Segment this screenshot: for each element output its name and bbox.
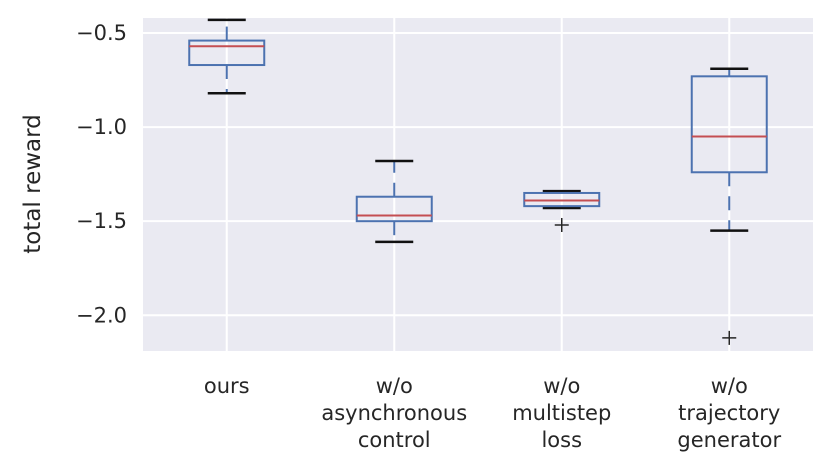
y-tick-label: −0.5 <box>76 21 127 45</box>
y-tick-labels: −0.5 −1.0 −1.5 −2.0 <box>76 21 127 327</box>
x-category-labels: ours w/o asynchronous control w/o multistep lo… <box>204 374 782 452</box>
x-category-label: w/o <box>711 374 748 398</box>
x-category-label: ours <box>204 374 250 398</box>
y-axis-label: total reward <box>20 114 46 254</box>
x-category-label: asynchronous <box>321 401 467 425</box>
box-group <box>355 159 433 244</box>
x-category-label: w/o <box>543 374 580 398</box>
outlier-marker <box>722 330 737 345</box>
x-category-label: w/o <box>376 374 413 398</box>
box-group <box>690 67 768 345</box>
box-group <box>188 18 266 95</box>
iqr-box <box>355 195 433 223</box>
x-category-label: multistep <box>512 401 611 425</box>
y-tick-label: −2.0 <box>76 303 127 327</box>
x-category-label: generator <box>677 428 781 452</box>
box-group <box>523 189 601 232</box>
box-series <box>188 18 768 345</box>
x-category-label: loss <box>541 428 582 452</box>
x-category-label: control <box>358 428 431 452</box>
x-category-label: trajectory <box>678 401 780 425</box>
y-tick-label: −1.0 <box>76 115 127 139</box>
iqr-box <box>690 75 768 174</box>
y-tick-label: −1.5 <box>76 209 127 233</box>
outlier-marker <box>554 217 569 232</box>
iqr-box <box>188 39 266 67</box>
plot-background <box>143 18 813 351</box>
